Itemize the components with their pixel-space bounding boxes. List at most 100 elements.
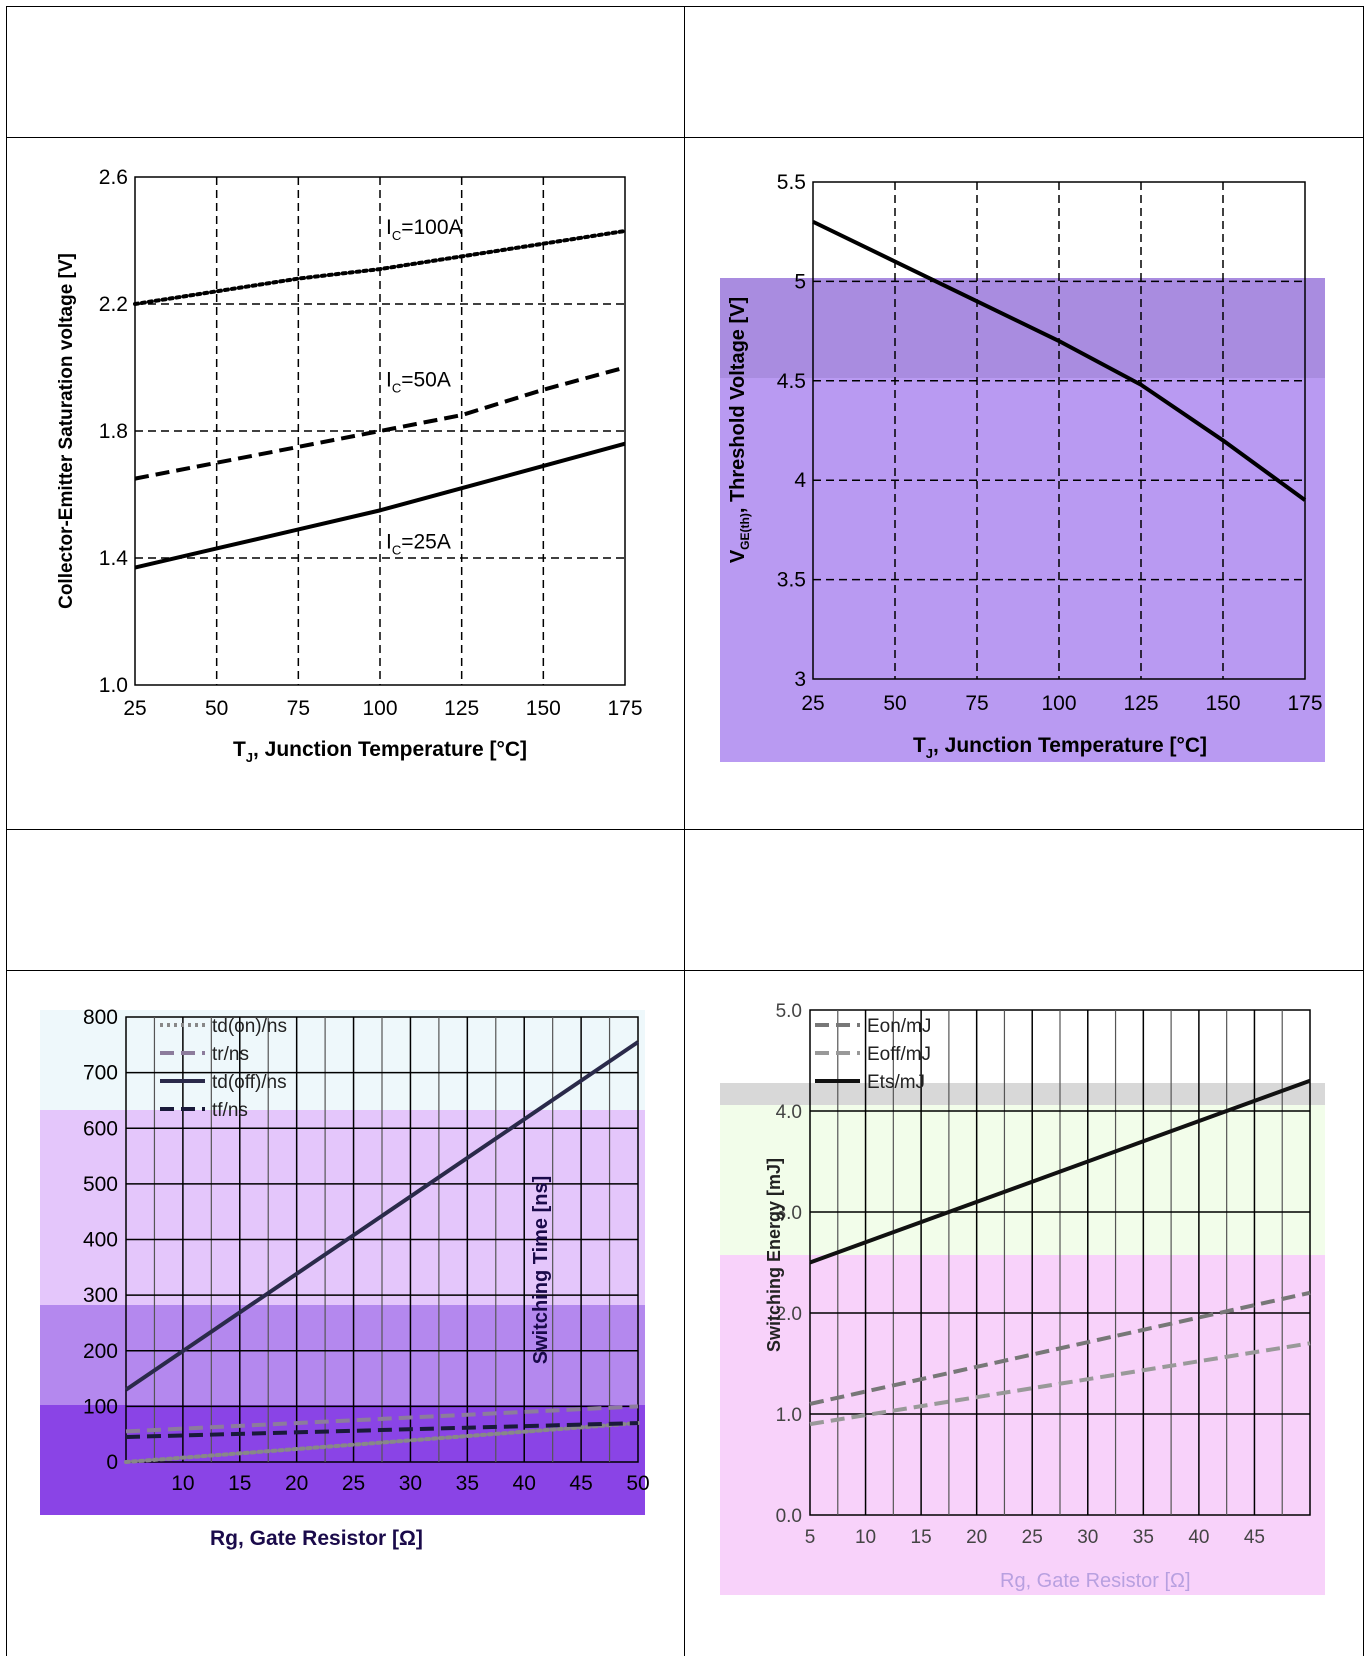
x-tick-label: 50 bbox=[626, 1472, 649, 1495]
chart-switching-time-vs-rg: 10 15 20 25 30 35 40 45 50 0 100 200 300 400 500 600 70… bbox=[40, 1006, 650, 1550]
y-tick-label: 3 bbox=[794, 668, 806, 691]
y-tick-label: 4.0 bbox=[776, 1102, 802, 1123]
series-annotation: IC=50A bbox=[386, 369, 451, 396]
series-line-0 bbox=[812, 219, 1307, 502]
x-tick-label: 175 bbox=[607, 697, 642, 720]
series-line-0 bbox=[124, 1421, 640, 1464]
x-axis-label: Rg, Gate Resistor [Ω] bbox=[1000, 1570, 1191, 1592]
x-tick-labels: 25 50 75 100 125 150 175 bbox=[801, 692, 1322, 715]
y-tick-label: 1.8 bbox=[99, 420, 128, 443]
series-lines bbox=[133, 228, 627, 570]
x-axis-label: TJ, Junction Temperature [°C] bbox=[913, 734, 1207, 761]
series-lines bbox=[124, 1040, 640, 1464]
x-tick-label: 25 bbox=[801, 692, 824, 715]
grid-lines bbox=[135, 177, 625, 685]
series-annotation: IC=100A bbox=[386, 216, 463, 243]
legend: Eon/mJ Eoff/mJ Ets/mJ bbox=[815, 1016, 931, 1093]
x-tick-label: 30 bbox=[399, 1472, 422, 1495]
x-tick-label: 15 bbox=[911, 1527, 932, 1548]
x-tick-label: 150 bbox=[1205, 692, 1240, 715]
x-tick-label: 20 bbox=[285, 1472, 308, 1495]
y-tick-label: 2.0 bbox=[776, 1304, 802, 1325]
x-tick-labels: 5 10 15 20 25 30 35 40 45 bbox=[805, 1527, 1265, 1548]
legend: td(on)/ns tr/ns td(off)/ns tf/ns bbox=[160, 1016, 287, 1121]
chart-vcesat-vs-tj: 25 50 75 100 125 150 175 1.0 1.4 1.8 2.2 2.6 IC=10… bbox=[56, 166, 643, 765]
y-tick-label: 5.5 bbox=[777, 171, 806, 194]
x-tick-label: 45 bbox=[1244, 1527, 1265, 1548]
series-line-3 bbox=[125, 1421, 639, 1439]
x-tick-label: 100 bbox=[1041, 692, 1076, 715]
x-tick-label: 35 bbox=[456, 1472, 479, 1495]
x-tick-label: 25 bbox=[1022, 1527, 1043, 1548]
grid-lines bbox=[126, 1017, 638, 1462]
x-tick-label: 25 bbox=[123, 697, 146, 720]
y-tick-label: 1.0 bbox=[99, 674, 128, 697]
y-tick-label: 600 bbox=[83, 1117, 118, 1140]
header-cell-top-left bbox=[6, 6, 685, 138]
grid-lines bbox=[810, 1010, 1310, 1515]
x-tick-label: 75 bbox=[965, 692, 988, 715]
y-tick-label: 800 bbox=[83, 1006, 118, 1029]
series-line-2 bbox=[124, 1040, 640, 1392]
series-line-1 bbox=[809, 1341, 1311, 1427]
y-tick-label: 700 bbox=[83, 1062, 118, 1085]
y-axis-label: Switching Time [ns] bbox=[530, 1176, 552, 1365]
chart-cell-bottom-right bbox=[684, 970, 1364, 1656]
y-tick-label: 1.4 bbox=[99, 547, 129, 570]
series-annotation: IC=25A bbox=[386, 530, 451, 557]
series-line-0 bbox=[809, 1290, 1311, 1406]
y-tick-label: 0.0 bbox=[776, 1506, 802, 1527]
y-tick-label: 0 bbox=[106, 1451, 118, 1474]
y-tick-label: 200 bbox=[83, 1340, 118, 1363]
legend-label: Eon/mJ bbox=[867, 1016, 931, 1037]
x-axis-label: Rg, Gate Resistor [Ω] bbox=[210, 1527, 423, 1550]
header-cell-bottom-right bbox=[684, 829, 1364, 971]
series-lines bbox=[812, 219, 1307, 502]
highlight-overlay-upper bbox=[720, 278, 1325, 378]
x-tick-label: 30 bbox=[1077, 1527, 1098, 1548]
y-tick-label: 4.5 bbox=[777, 370, 806, 393]
x-tick-label: 150 bbox=[526, 697, 561, 720]
y-tick-label: 2.6 bbox=[99, 166, 128, 189]
y-axis-label: Switching Energy [mJ] bbox=[764, 1158, 784, 1352]
legend-label: Ets/mJ bbox=[867, 1072, 925, 1093]
y-tick-label: 5.0 bbox=[776, 1001, 802, 1022]
x-tick-label: 175 bbox=[1287, 692, 1322, 715]
y-tick-label: 400 bbox=[83, 1229, 118, 1252]
y-tick-labels: 0 100 200 300 400 500 600 700 800 bbox=[83, 1006, 118, 1474]
series-lines bbox=[809, 1078, 1311, 1427]
overlay-bg-3 bbox=[40, 1305, 645, 1405]
grid-lines bbox=[813, 182, 1305, 679]
legend-label: Eoff/mJ bbox=[867, 1044, 931, 1065]
x-axis-label: TJ, Junction Temperature [°C] bbox=[233, 738, 527, 765]
y-tick-labels: 1.0 1.4 1.8 2.2 2.6 bbox=[99, 166, 129, 697]
y-tick-label: 5 bbox=[794, 270, 806, 293]
header-cell-bottom-left bbox=[6, 829, 685, 971]
series-line-1 bbox=[125, 1404, 639, 1434]
header-cell-top-right bbox=[684, 6, 1364, 138]
series-line-2 bbox=[809, 1078, 1311, 1265]
x-tick-label: 45 bbox=[569, 1472, 592, 1495]
x-tick-label: 50 bbox=[205, 697, 228, 720]
x-tick-label: 40 bbox=[513, 1472, 536, 1495]
annotations: IC=100A IC=50A IC=25A bbox=[386, 216, 463, 557]
chart-switching-energy-vs-rg: 5 10 15 20 25 30 35 40 45 0.0 1.0 2.0 3.0 4.0 5.0 Eon… bbox=[720, 1001, 1325, 1595]
x-tick-label: 75 bbox=[287, 697, 310, 720]
y-tick-label: 3.0 bbox=[776, 1203, 802, 1224]
x-tick-label: 10 bbox=[855, 1527, 876, 1548]
y-tick-label: 500 bbox=[83, 1173, 118, 1196]
y-tick-labels: 3 3.5 4 4.5 5 5.5 bbox=[777, 171, 807, 691]
x-tick-label: 125 bbox=[1123, 692, 1158, 715]
legend-label: td(off)/ns bbox=[212, 1072, 287, 1093]
y-tick-label: 3.5 bbox=[777, 569, 806, 592]
y-tick-label: 2.2 bbox=[99, 293, 128, 316]
x-tick-labels: 10 15 20 25 30 35 40 45 50 bbox=[171, 1472, 649, 1495]
y-tick-label: 4 bbox=[794, 469, 806, 492]
series-line-2 bbox=[134, 441, 626, 570]
y-tick-label: 1.0 bbox=[776, 1405, 802, 1426]
legend-label: td(on)/ns bbox=[212, 1016, 287, 1037]
x-tick-label: 35 bbox=[1133, 1527, 1154, 1548]
y-axis-label: VGE(th), Threshold Voltage [V] bbox=[727, 297, 752, 563]
overlay-bg-2 bbox=[720, 1105, 1325, 1255]
x-tick-labels: 25 50 75 100 125 150 175 bbox=[123, 697, 642, 720]
